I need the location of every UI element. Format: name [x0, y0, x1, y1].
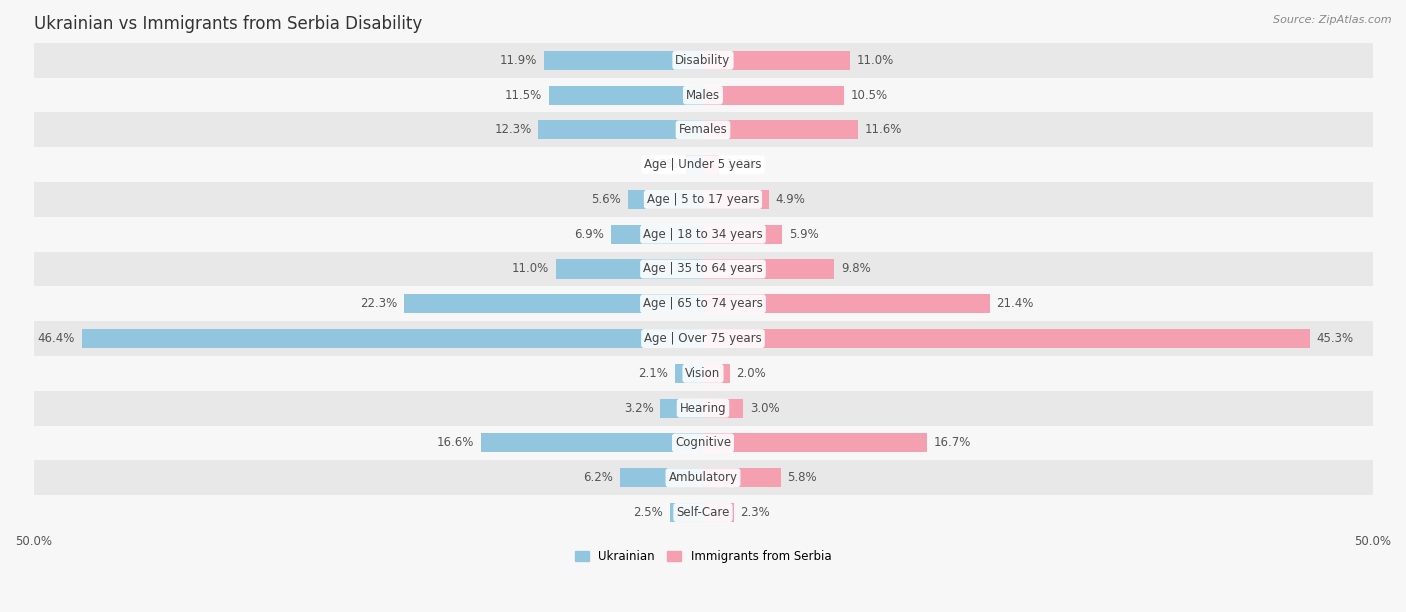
Bar — [686, 155, 703, 174]
Text: Cognitive: Cognitive — [675, 436, 731, 449]
Text: 10.5%: 10.5% — [851, 89, 887, 102]
Text: 11.0%: 11.0% — [512, 263, 548, 275]
Text: Females: Females — [679, 124, 727, 136]
Bar — [34, 78, 1372, 113]
Bar — [34, 425, 1372, 460]
Text: 2.1%: 2.1% — [638, 367, 668, 380]
Bar — [34, 495, 1372, 530]
Text: Ukrainian vs Immigrants from Serbia Disability: Ukrainian vs Immigrants from Serbia Disa… — [34, 15, 422, 33]
Text: 1.3%: 1.3% — [650, 158, 679, 171]
Text: Age | 18 to 34 years: Age | 18 to 34 years — [643, 228, 763, 241]
Text: Hearing: Hearing — [679, 401, 727, 415]
Text: 46.4%: 46.4% — [38, 332, 75, 345]
Text: Disability: Disability — [675, 54, 731, 67]
Bar — [405, 294, 703, 313]
Bar — [675, 364, 703, 383]
Text: Ambulatory: Ambulatory — [668, 471, 738, 484]
Text: 11.6%: 11.6% — [865, 124, 903, 136]
Bar — [34, 182, 1372, 217]
Bar — [538, 121, 703, 140]
Text: 5.9%: 5.9% — [789, 228, 818, 241]
Text: 1.2%: 1.2% — [725, 158, 755, 171]
Bar — [703, 468, 780, 487]
Bar — [34, 460, 1372, 495]
Text: 2.0%: 2.0% — [737, 367, 766, 380]
Text: 11.9%: 11.9% — [499, 54, 537, 67]
Text: 11.5%: 11.5% — [505, 89, 543, 102]
Text: Age | Under 5 years: Age | Under 5 years — [644, 158, 762, 171]
Text: Age | 65 to 74 years: Age | 65 to 74 years — [643, 297, 763, 310]
Text: 12.3%: 12.3% — [495, 124, 531, 136]
Text: 2.5%: 2.5% — [633, 506, 662, 519]
Bar — [544, 51, 703, 70]
Text: 16.7%: 16.7% — [934, 436, 970, 449]
Bar — [548, 86, 703, 105]
Bar — [34, 390, 1372, 425]
Text: Males: Males — [686, 89, 720, 102]
Bar — [703, 155, 718, 174]
Text: Self-Care: Self-Care — [676, 506, 730, 519]
Bar — [34, 356, 1372, 390]
Bar — [703, 51, 851, 70]
Bar — [669, 503, 703, 522]
Bar — [703, 398, 744, 418]
Text: 9.8%: 9.8% — [841, 263, 870, 275]
Bar — [34, 113, 1372, 147]
Legend: Ukrainian, Immigrants from Serbia: Ukrainian, Immigrants from Serbia — [571, 545, 835, 568]
Text: 45.3%: 45.3% — [1316, 332, 1354, 345]
Text: 21.4%: 21.4% — [997, 297, 1033, 310]
Bar — [555, 259, 703, 278]
Text: Age | 35 to 64 years: Age | 35 to 64 years — [643, 263, 763, 275]
Bar — [703, 329, 1309, 348]
Bar — [703, 503, 734, 522]
Text: Source: ZipAtlas.com: Source: ZipAtlas.com — [1274, 15, 1392, 25]
Bar — [703, 225, 782, 244]
Text: 6.2%: 6.2% — [583, 471, 613, 484]
Bar — [610, 225, 703, 244]
Text: Vision: Vision — [685, 367, 721, 380]
Text: 4.9%: 4.9% — [775, 193, 806, 206]
Bar — [703, 259, 834, 278]
Text: 5.6%: 5.6% — [592, 193, 621, 206]
Bar — [34, 321, 1372, 356]
Text: 6.9%: 6.9% — [574, 228, 605, 241]
Bar — [34, 43, 1372, 78]
Bar — [481, 433, 703, 452]
Text: 11.0%: 11.0% — [858, 54, 894, 67]
Bar — [703, 86, 844, 105]
Text: 5.8%: 5.8% — [787, 471, 817, 484]
Bar — [703, 121, 858, 140]
Text: 16.6%: 16.6% — [437, 436, 474, 449]
Bar — [703, 433, 927, 452]
Bar — [703, 190, 769, 209]
Bar — [661, 398, 703, 418]
Bar — [82, 329, 703, 348]
Bar — [620, 468, 703, 487]
Bar — [628, 190, 703, 209]
Bar — [34, 252, 1372, 286]
Text: 3.2%: 3.2% — [624, 401, 654, 415]
Text: 3.0%: 3.0% — [749, 401, 779, 415]
Bar — [703, 294, 990, 313]
Bar — [34, 147, 1372, 182]
Text: 22.3%: 22.3% — [360, 297, 398, 310]
Text: Age | Over 75 years: Age | Over 75 years — [644, 332, 762, 345]
Bar — [34, 286, 1372, 321]
Bar — [34, 217, 1372, 252]
Bar — [703, 364, 730, 383]
Text: Age | 5 to 17 years: Age | 5 to 17 years — [647, 193, 759, 206]
Text: 2.3%: 2.3% — [741, 506, 770, 519]
